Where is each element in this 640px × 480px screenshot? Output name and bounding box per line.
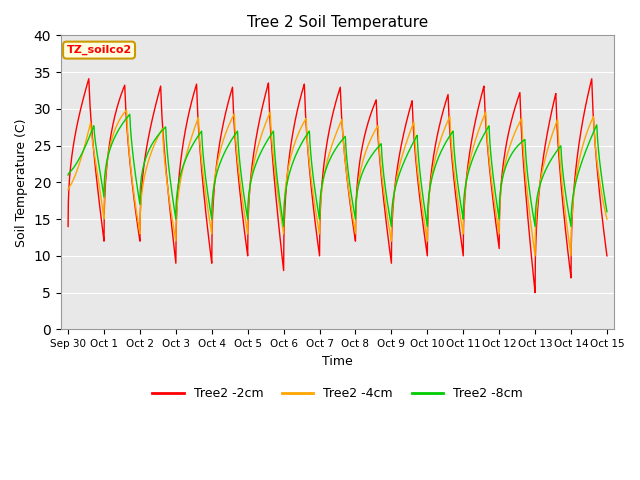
Tree2 -8cm: [126, 111, 134, 117]
Tree2 -8cm: [498, 180, 506, 185]
Y-axis label: Soil Temperature (C): Soil Temperature (C): [15, 118, 28, 247]
Tree2 -4cm: [211, 172, 219, 178]
Tree2 -4cm: [343, 172, 351, 178]
X-axis label: Time: Time: [322, 355, 353, 368]
Tree2 -8cm: [399, 161, 407, 167]
Tree2 -2cm: [85, 76, 93, 82]
Text: TZ_soilco2: TZ_soilco2: [67, 45, 132, 55]
Tree2 -8cm: [343, 157, 351, 163]
Tree2 -8cm: [280, 224, 287, 229]
Tree2 -4cm: [531, 253, 539, 259]
Tree2 -2cm: [64, 224, 72, 229]
Line: Tree2 -8cm: Tree2 -8cm: [68, 114, 607, 227]
Legend: Tree2 -2cm, Tree2 -4cm, Tree2 -8cm: Tree2 -2cm, Tree2 -4cm, Tree2 -8cm: [147, 383, 527, 406]
Tree2 -2cm: [497, 179, 505, 184]
Tree2 -2cm: [343, 173, 351, 179]
Tree2 -4cm: [399, 151, 406, 156]
Line: Tree2 -4cm: Tree2 -4cm: [68, 110, 607, 256]
Tree2 -4cm: [497, 182, 505, 188]
Tree2 -2cm: [531, 290, 539, 296]
Tree2 -8cm: [603, 209, 611, 215]
Tree2 -8cm: [64, 172, 72, 178]
Tree2 -2cm: [164, 193, 172, 199]
Tree2 -2cm: [211, 174, 219, 180]
Tree2 -4cm: [603, 216, 611, 222]
Tree2 -4cm: [123, 107, 131, 113]
Tree2 -2cm: [603, 253, 611, 259]
Tree2 -4cm: [64, 187, 72, 192]
Line: Tree2 -2cm: Tree2 -2cm: [68, 79, 607, 293]
Tree2 -2cm: [399, 134, 406, 140]
Tree2 -8cm: [580, 154, 588, 159]
Title: Tree 2 Soil Temperature: Tree 2 Soil Temperature: [247, 15, 428, 30]
Tree2 -8cm: [211, 177, 219, 182]
Tree2 -2cm: [580, 112, 588, 118]
Tree2 -4cm: [580, 139, 588, 145]
Tree2 -4cm: [164, 192, 172, 198]
Tree2 -8cm: [164, 163, 172, 168]
